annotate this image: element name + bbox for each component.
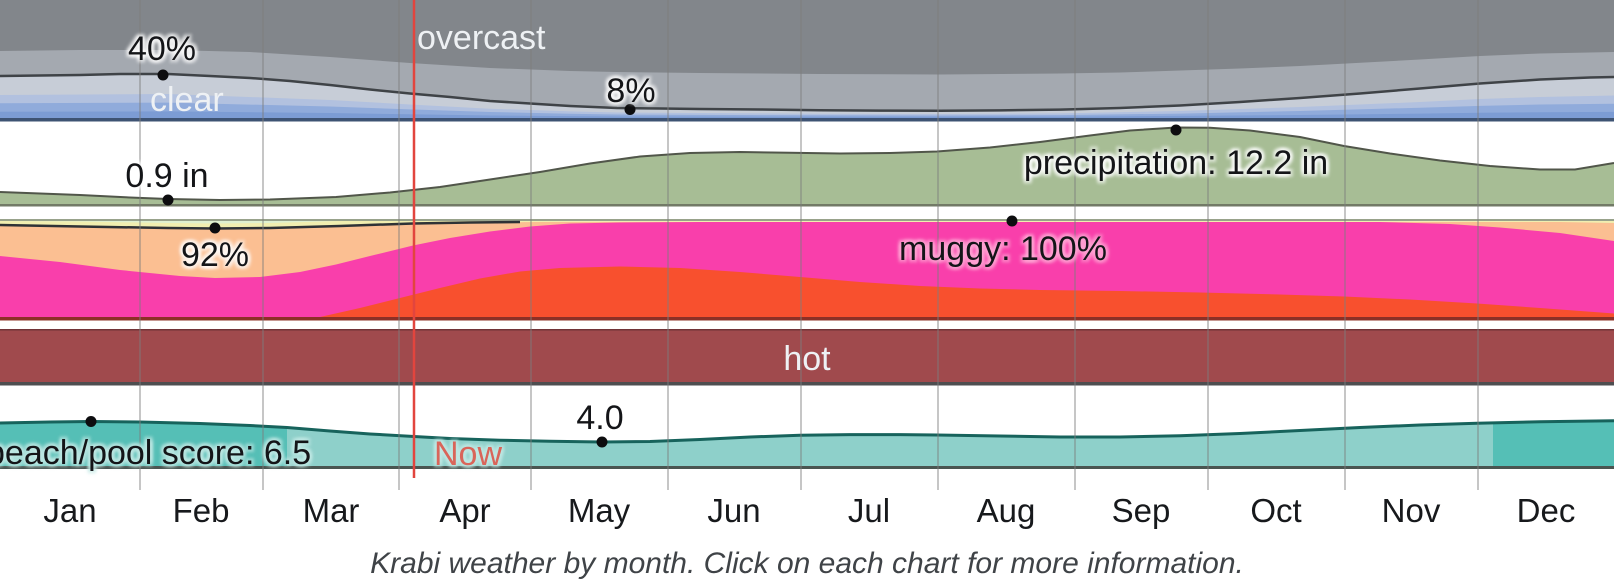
precipitation-area [0,127,1614,204]
precip-min-value-label: 0.9 in [125,157,209,195]
muggy-threshold-line [0,220,521,230]
month-gridlines [139,0,1479,490]
chart-caption: Krabi weather by month. Click on each ch… [370,547,1244,580]
month-label-jun[interactable]: Jun [707,492,761,529]
clear-area [0,102,1614,118]
beach-pool-chart[interactable] [0,419,1614,469]
beach-jan-dot [85,416,97,427]
month-label-sep[interactable]: Sep [1111,492,1171,529]
precip-max-value-label: precipitation: 12.2 in [1023,144,1329,182]
cloud-may-value-label: 8% [606,72,656,110]
month-label-jul[interactable]: Jul [847,492,891,529]
hot-band-top-border [0,329,1614,331]
month-label-may[interactable]: May [567,492,631,529]
beach-band-bottom-border [0,466,1614,469]
month-label-nov[interactable]: Nov [1381,492,1441,529]
humidity-feb-value-label: 92% [180,236,250,274]
beach-score-area-peak-left [0,421,287,466]
precip-max-dot [1170,124,1182,136]
beach-may-dot [596,436,608,448]
month-label-mar[interactable]: Mar [302,492,360,529]
precip-min-dot [162,194,174,206]
clear-label: clear [150,81,224,119]
month-label-apr[interactable]: Apr [439,492,491,529]
cloud-band-bottom-border [0,118,1614,122]
beach-score-area [0,420,1614,466]
beach-score-label: beach/pool score: 6.5 [0,434,312,472]
data-point-dots [85,69,1182,448]
precipitation-chart[interactable] [0,126,1614,207]
month-label-jan[interactable]: Jan [43,492,97,529]
month-label-aug[interactable]: Aug [976,492,1036,529]
beach-score-area-peak-right [1493,420,1614,466]
month-label-dec[interactable]: Dec [1516,492,1576,529]
cloud-cover-chart[interactable] [0,0,1614,122]
humidity-peak-dot [1006,215,1018,227]
overcast-label: overcast [417,19,546,57]
cloud-feb-value-label: 40% [127,30,197,68]
humidity-band-bottom-border [0,317,1614,321]
precip-band-bottom-border [0,204,1614,207]
humidity-peak-value-label: muggy: 100% [899,230,1107,268]
miserable-area [320,266,1614,317]
humidity-feb-dot [209,222,221,234]
hot-band-bottom-border [0,382,1614,386]
now-label: Now [433,435,503,473]
clearest-area [0,111,1614,118]
cloud-cover-line [0,72,1614,113]
cloud-may-dot [624,104,636,115]
month-label-feb[interactable]: Feb [172,492,230,529]
hot-band-label: hot [783,340,831,378]
humidity-chart[interactable] [0,219,1614,321]
humidity-band-top-border [0,219,1614,221]
precipitation-line [0,126,1614,202]
cloud-feb-dot [157,69,169,81]
beach-score-line [0,419,1614,444]
month-label-oct[interactable]: Oct [1250,492,1302,529]
beach-may-value-label: 4.0 [576,399,624,437]
